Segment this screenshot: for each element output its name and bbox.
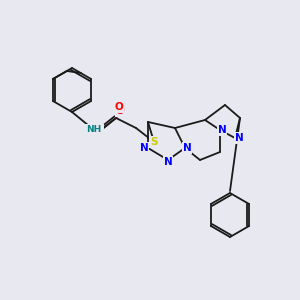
Text: NH: NH xyxy=(85,125,103,135)
Text: N: N xyxy=(218,125,226,135)
Text: O: O xyxy=(116,106,124,116)
Text: NH: NH xyxy=(86,125,102,134)
Text: N: N xyxy=(140,143,148,153)
Text: N: N xyxy=(183,143,191,153)
Text: O: O xyxy=(115,102,123,112)
Text: N: N xyxy=(235,133,243,143)
Text: N: N xyxy=(164,157,172,167)
Text: S: S xyxy=(150,137,158,147)
Text: S: S xyxy=(150,137,158,147)
